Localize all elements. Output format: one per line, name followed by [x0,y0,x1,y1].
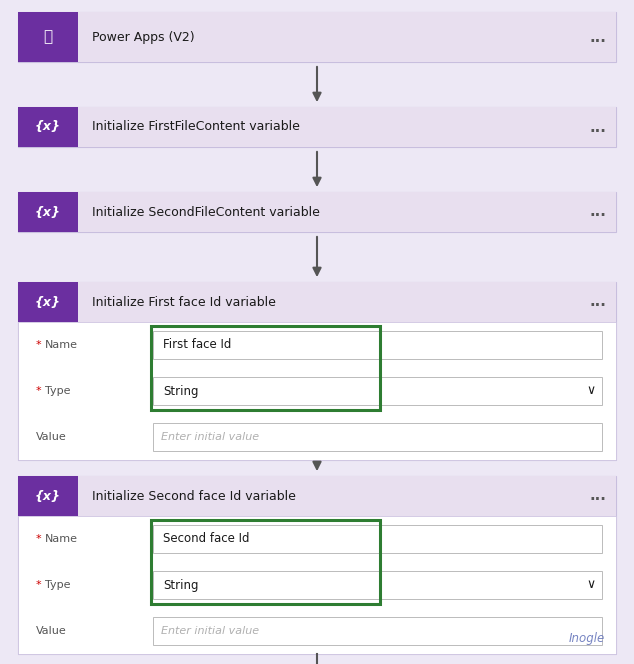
FancyBboxPatch shape [153,331,602,359]
Text: ∨: ∨ [587,578,596,592]
Text: String: String [163,578,198,592]
Text: Second face Id: Second face Id [163,533,250,546]
Text: Power Apps (V2): Power Apps (V2) [92,31,195,44]
Text: *: * [36,534,45,544]
Text: ∨: ∨ [587,384,596,398]
FancyBboxPatch shape [18,192,78,232]
FancyBboxPatch shape [153,617,602,645]
Text: ...: ... [589,29,606,44]
Text: Type: Type [45,386,70,396]
Text: *: * [36,580,45,590]
Text: ...: ... [589,295,606,309]
Text: Type: Type [45,580,70,590]
Text: Value: Value [36,626,67,636]
Text: {x}: {x} [35,489,61,503]
Text: ...: ... [589,489,606,503]
Text: String: String [163,384,198,398]
FancyBboxPatch shape [18,192,616,232]
Text: Name: Name [45,340,78,350]
Text: {x}: {x} [35,120,61,133]
Text: Enter initial value: Enter initial value [161,432,259,442]
FancyBboxPatch shape [18,322,616,460]
FancyBboxPatch shape [18,107,78,147]
Text: Initialize First face Id variable: Initialize First face Id variable [92,295,276,309]
Text: Initialize SecondFileContent variable: Initialize SecondFileContent variable [92,205,320,218]
Text: First face Id: First face Id [163,339,231,351]
Text: Initialize FirstFileContent variable: Initialize FirstFileContent variable [92,120,300,133]
FancyBboxPatch shape [18,476,78,516]
Text: *: * [36,386,45,396]
FancyBboxPatch shape [18,282,616,322]
Text: {x}: {x} [35,205,61,218]
Text: *: * [36,340,45,350]
FancyBboxPatch shape [153,423,602,452]
Text: ⧆: ⧆ [44,29,53,44]
Text: Enter initial value: Enter initial value [161,626,259,636]
FancyBboxPatch shape [153,571,602,599]
Text: Name: Name [45,534,78,544]
FancyBboxPatch shape [18,107,616,147]
FancyBboxPatch shape [18,476,616,516]
FancyBboxPatch shape [18,192,616,232]
FancyBboxPatch shape [153,525,602,553]
FancyBboxPatch shape [18,282,616,460]
Text: Initialize Second face Id variable: Initialize Second face Id variable [92,489,296,503]
Text: Value: Value [36,432,67,442]
FancyBboxPatch shape [18,12,78,62]
Text: ...: ... [589,120,606,135]
FancyBboxPatch shape [18,12,616,62]
FancyBboxPatch shape [18,516,616,654]
FancyBboxPatch shape [18,12,616,62]
FancyBboxPatch shape [18,282,78,322]
Text: ...: ... [589,205,606,220]
Text: {x}: {x} [35,295,61,309]
FancyBboxPatch shape [153,376,602,405]
FancyBboxPatch shape [18,107,616,147]
Text: Inogle: Inogle [569,632,605,645]
FancyBboxPatch shape [18,476,616,654]
